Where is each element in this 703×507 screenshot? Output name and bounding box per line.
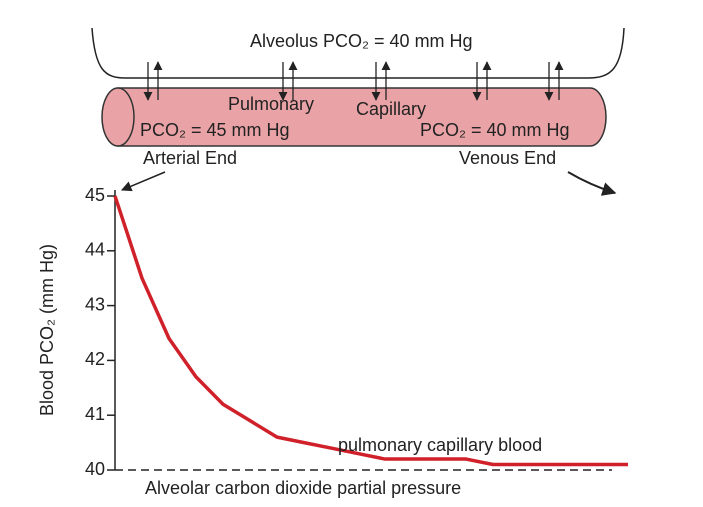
y-tick-label: 43 bbox=[85, 294, 105, 314]
arterial-end: Arterial End bbox=[143, 148, 237, 168]
y-axis-label: Blood PCO₂ (mm Hg) bbox=[37, 244, 57, 416]
tube-label: Capillary bbox=[356, 99, 426, 119]
reference-label: Alveolar carbon dioxide partial pressure bbox=[145, 478, 461, 498]
y-tick-label: 41 bbox=[85, 404, 105, 424]
series-label: pulmonary capillary blood bbox=[338, 435, 542, 455]
pointer-arrow bbox=[121, 171, 166, 192]
tube-label: Pulmonary bbox=[228, 94, 314, 114]
y-tick-label: 44 bbox=[85, 240, 105, 260]
venous-pressure: PCO₂ = 40 mm Hg bbox=[420, 120, 570, 140]
arterial-pressure: PCO₂ = 45 mm Hg bbox=[140, 120, 290, 140]
y-tick-label: 45 bbox=[85, 185, 105, 205]
alveolus-wall bbox=[91, 27, 625, 79]
pointer-arrow bbox=[567, 171, 617, 196]
data-line bbox=[113, 195, 628, 467]
venous-end: Venous End bbox=[459, 148, 556, 168]
y-tick-label: 40 bbox=[85, 459, 105, 479]
diffusion-arrows bbox=[143, 61, 564, 101]
capillary-tube bbox=[117, 87, 607, 147]
y-tick-label: 42 bbox=[85, 349, 105, 369]
tube-end bbox=[101, 87, 135, 147]
alveolus-label: Alveolus PCO₂ = 40 mm Hg bbox=[250, 31, 473, 51]
